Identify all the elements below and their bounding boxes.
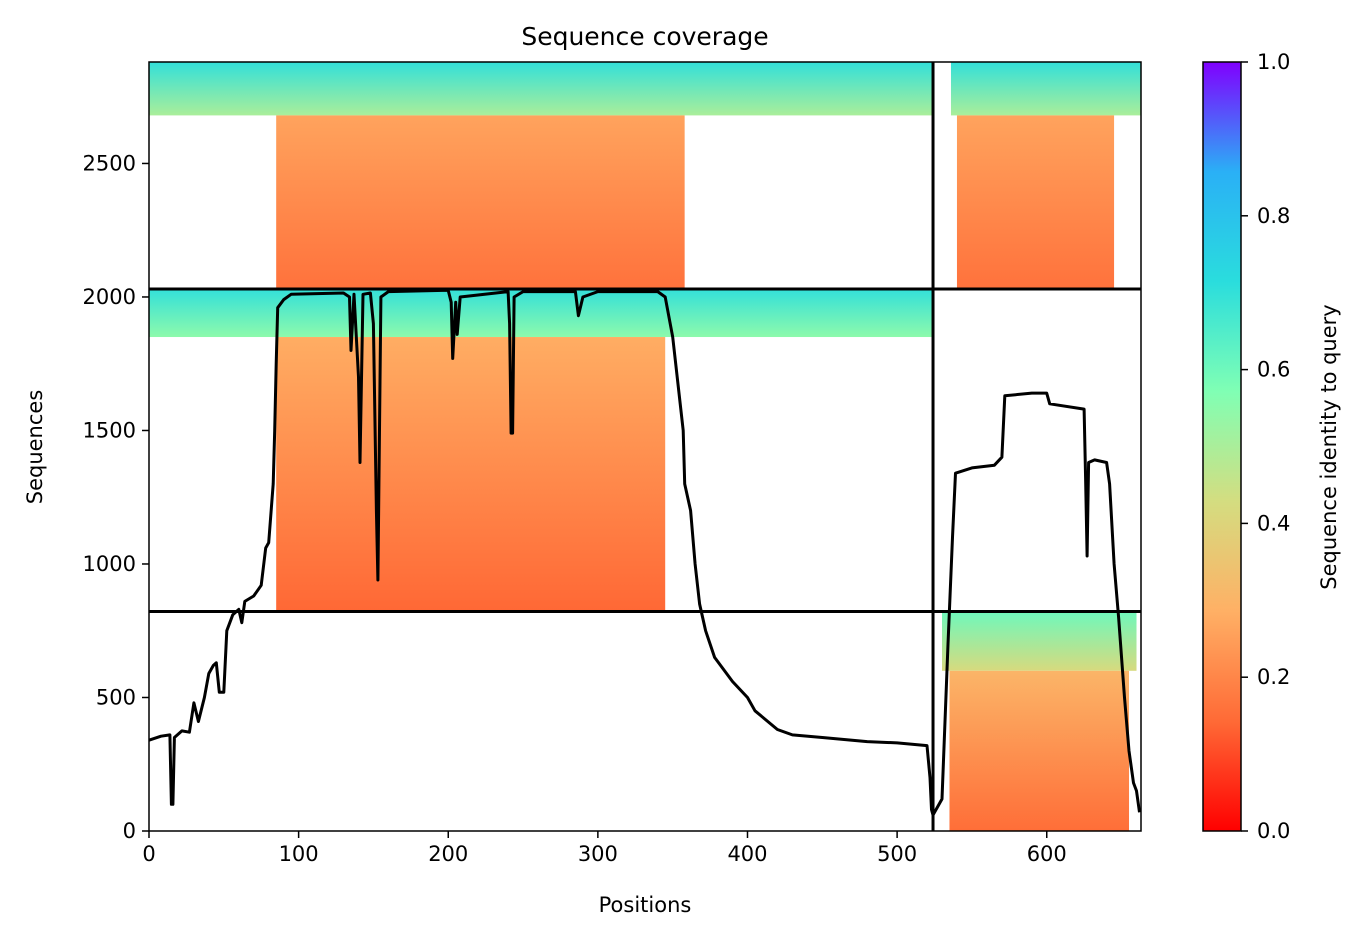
colorbar-tick-label: 0.8 (1257, 204, 1290, 228)
x-tick-label: 200 (428, 842, 468, 866)
colorbar-label: Sequence identity to query (1317, 304, 1341, 589)
coverage-heatmap (149, 62, 1141, 831)
y-tick-label: 1000 (83, 552, 136, 576)
x-axis-label: Positions (599, 893, 692, 917)
x-axis-ticks: 0 100 200 300 400 500 600 (142, 831, 1067, 866)
x-tick-label: 500 (877, 842, 917, 866)
colorbar-tick-label: 0.4 (1257, 511, 1290, 535)
x-tick-label: 300 (578, 842, 618, 866)
coverage-line (148, 288, 1141, 817)
coverage-block-1-band-0 (950, 62, 1141, 116)
y-tick-label: 500 (96, 685, 136, 709)
x-tick-label: 600 (1027, 842, 1067, 866)
x-tick-label: 400 (727, 842, 767, 866)
block-boundaries (149, 62, 1141, 831)
x-tick-label: 100 (279, 842, 319, 866)
y-tick-label: 2500 (83, 151, 136, 175)
y-tick-label: 1500 (83, 418, 136, 442)
colorbar-tick-label: 1.0 (1257, 50, 1290, 74)
x-tick-label: 0 (142, 842, 155, 866)
chart-title: Sequence coverage (521, 22, 768, 51)
coverage-block-0-band-1 (276, 115, 685, 289)
plot-frame (148, 61, 1142, 832)
coverage-block-0-band-0 (149, 62, 934, 116)
coverage-block-1-band-1 (956, 115, 1115, 289)
y-tick-label: 2000 (83, 285, 136, 309)
coverage-block-2-band-0 (149, 288, 934, 338)
coverage-block-2-band-1 (276, 337, 666, 612)
y-axis-ticks: 0 500 1000 1500 2000 2500 (83, 151, 149, 843)
colorbar: 0.0 0.2 0.4 0.6 0.8 1.0 (1202, 50, 1290, 843)
colorbar-tick-label: 0.6 (1257, 358, 1290, 382)
colorbar-tick-label: 0.0 (1257, 819, 1290, 843)
y-axis-label: Sequences (23, 390, 47, 505)
colorbar-tick-label: 0.2 (1257, 665, 1290, 689)
coverage-block-3-band-1 (949, 670, 1130, 831)
colorbar-gradient (1202, 61, 1242, 832)
y-tick-label: 0 (123, 819, 136, 843)
coverage-block-3-band-0 (942, 611, 1137, 671)
